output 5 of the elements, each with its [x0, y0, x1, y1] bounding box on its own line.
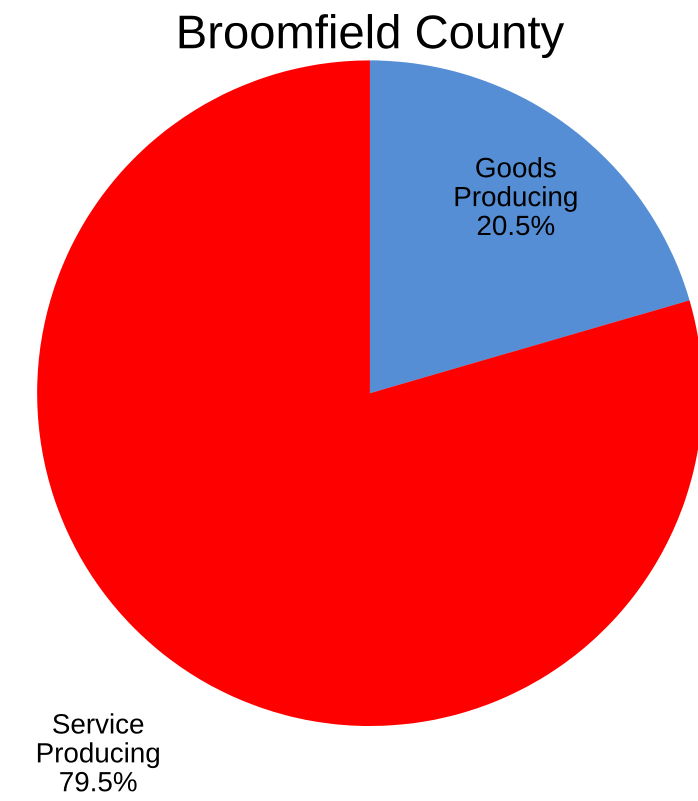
- data-label: 20.5%: [478, 216, 554, 236]
- data-label: 79.5%: [60, 772, 137, 792]
- slice-label: Goods Producing: [456, 157, 577, 212]
- chart-title: Broomfield County: [180, 14, 564, 58]
- slice-label: Service Producing: [38, 713, 159, 768]
